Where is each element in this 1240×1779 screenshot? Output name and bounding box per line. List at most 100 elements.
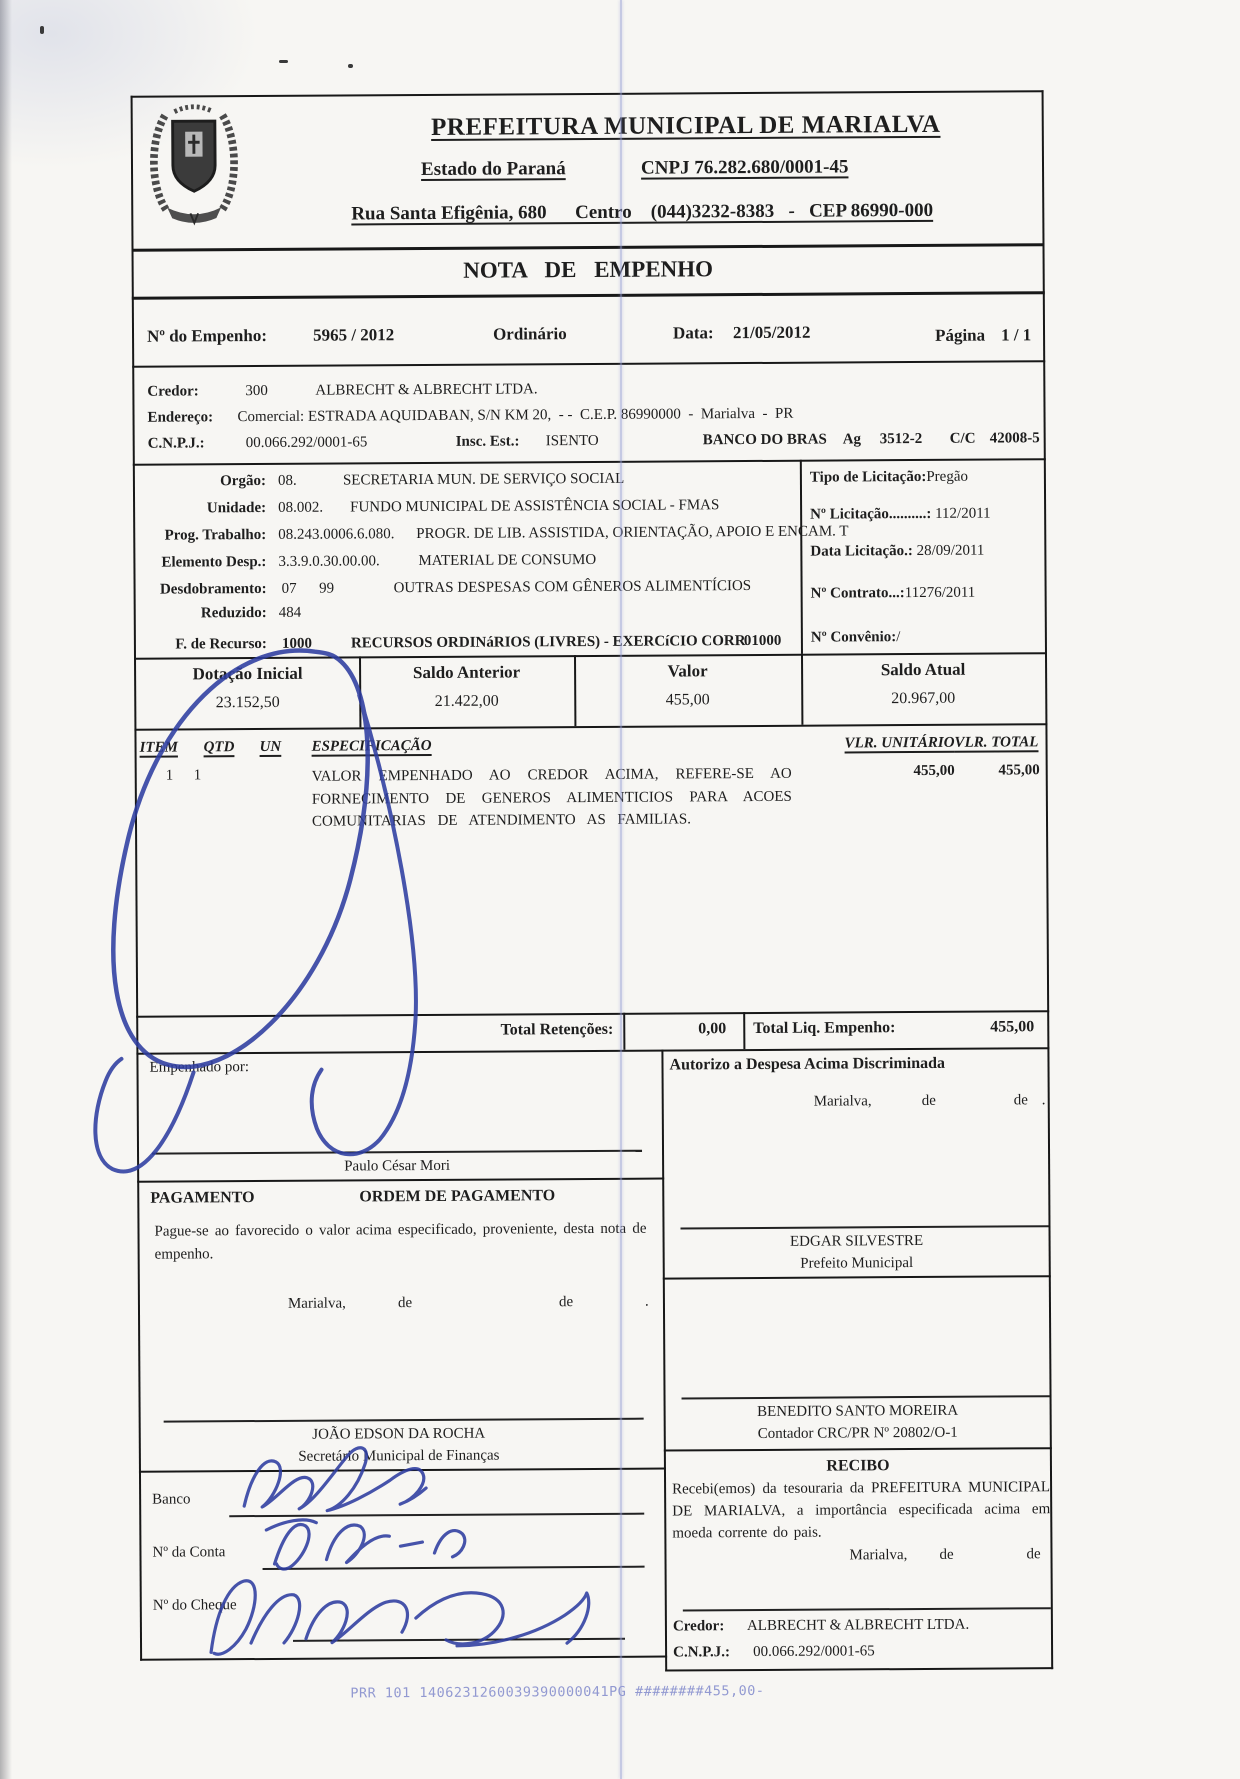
- page-value: 1 / 1: [1000, 325, 1032, 345]
- unidade-code: 08.002.: [278, 499, 324, 516]
- recibo-signature-line: [682, 1607, 1051, 1612]
- f-recurso-desc: RECURSOS ORDINáRIOS (LIVRES) - EXERCíCIO…: [350, 633, 746, 652]
- conta-field-label: Nº da Conta: [152, 1544, 226, 1561]
- conta-fill-line: [262, 1565, 645, 1571]
- autorizo-de1: de: [921, 1092, 936, 1109]
- item-number: 1: [165, 767, 174, 784]
- doc-top-border: [130, 90, 1044, 98]
- title-bar-bottom-border: [131, 291, 1045, 300]
- recibo-credor-value: ALBRECHT & ALBRECHT LTDA.: [746, 1616, 970, 1635]
- cheque-fill-line: [293, 1637, 626, 1642]
- empenho-number-value: 5965 / 2012: [312, 325, 395, 345]
- f-recurso-extra: 01000: [743, 632, 782, 650]
- item-vlr-total: 455,00: [998, 762, 1040, 779]
- total-retencoes-value: 0,00: [698, 1020, 727, 1038]
- contrato-label: Nº Contrato...:: [810, 585, 905, 602]
- dotacao-inicial-label: Dotação Inicial: [192, 663, 303, 684]
- finance-signature-line: [163, 1417, 644, 1423]
- col-header-vlr-total: VLR. TOTAL: [954, 734, 1039, 751]
- banco-fill-line: [229, 1512, 645, 1518]
- recibo-credor-label: Credor:: [672, 1618, 725, 1635]
- finance-signer-name: JOÃO EDSON DA ROCHA: [312, 1425, 486, 1443]
- left-box-bottom-border: [140, 1655, 668, 1661]
- elemento-desp-code: 3.3.9.0.30.00.00.: [278, 553, 380, 570]
- convenio-value: /: [896, 629, 901, 646]
- banco-field-label: Banco: [152, 1491, 191, 1508]
- state-label: Estado do Paraná: [420, 158, 566, 181]
- orgao-desc: SECRETARIA MUN. DE SERVIÇO SOCIAL: [342, 470, 625, 489]
- credor-name: ALBRECHT & ALBRECHT LTDA.: [315, 381, 538, 399]
- dot-matrix-print-line: PRR 101 1406231260039390000041PG #######…: [350, 1682, 765, 1702]
- prog-trabalho-label: Prog. Trabalho:: [164, 526, 267, 544]
- credor-code: 300: [245, 382, 268, 400]
- banco-name: BANCO DO BRAS: [702, 431, 827, 449]
- section-border: [132, 360, 1046, 368]
- page-label: Página: [934, 325, 986, 345]
- org-name-heading: PREFEITURA MUNICIPAL DE MARIALVA: [336, 109, 1036, 143]
- saldo-anterior-value: 21.422,00: [434, 692, 499, 710]
- data-licitacao-row: Data Licitação.: 28/09/2011: [810, 542, 984, 561]
- insc-label: Insc. Est.:: [455, 433, 520, 450]
- prefeito-signature-line: [680, 1225, 1049, 1230]
- num-licitacao-row: Nº Licitação..........: 112/2011: [810, 505, 991, 524]
- scan-speck: [348, 64, 353, 68]
- tipo-licitacao-row: Tipo de Licitação:Pregão: [810, 468, 968, 487]
- coat-of-arms-logo: [150, 104, 238, 226]
- contador-signature-line: [681, 1395, 1050, 1400]
- bottom-center-divider: [661, 1049, 668, 1672]
- title-bar-top-border: [131, 243, 1045, 252]
- saldo-atual-label: Saldo Atual: [880, 659, 966, 680]
- handwritten-cheque: [209, 1579, 591, 1656]
- date-value: 21/05/2012: [732, 322, 811, 343]
- pagamento-de2: de: [558, 1294, 574, 1311]
- recibo-body-text: Recebi(emos) da tesouraria da PREFEITURA…: [672, 1479, 1051, 1542]
- convenio-row: Nº Convênio:/: [811, 628, 901, 647]
- f-recurso-label: F. de Recurso:: [175, 635, 267, 653]
- cc-value: 42008-5: [989, 430, 1040, 447]
- section-border: [134, 652, 1047, 660]
- col-header-item: ITEM: [139, 739, 178, 756]
- col-header-vlr-unitario: VLR. UNITÁRIO: [844, 734, 955, 752]
- dotacao-inicial-value: 23.152,50: [215, 693, 280, 712]
- org-cnpj: CNPJ 76.282.680/0001-45: [640, 156, 849, 179]
- licitacao-column-divider: [799, 459, 803, 654]
- handwritten-conta: [264, 1518, 467, 1571]
- item-spec-text: VALOR EMPENHADO AO CREDOR ACIMA, REFERE-…: [311, 765, 792, 830]
- total-liq-label: Total Liq. Empenho:: [753, 1019, 896, 1038]
- elemento-desp-label: Elemento Desp.:: [161, 553, 267, 571]
- org-address: Rua Santa Efigênia, 680 Centro (044)3232…: [351, 199, 934, 225]
- paper-fold-line: [620, 0, 622, 1779]
- empenhado-signer-name: Paulo César Mori: [344, 1157, 451, 1175]
- reduzido-label: Reduzido:: [200, 604, 267, 622]
- right-box-bottom-border: [665, 1667, 1054, 1672]
- f-recurso-code: 1000: [281, 635, 312, 652]
- unidade-label: Unidade:: [206, 499, 267, 517]
- contador-role: Contador CRC/PR Nº 20802/O-1: [757, 1424, 958, 1442]
- totals-divider: [743, 1012, 746, 1050]
- cnpj-value: 00.066.292/0001-65: [245, 434, 368, 452]
- unidade-desc: FUNDO MUNICIPAL DE ASSISTÊNCIA SOCIAL - …: [350, 497, 720, 516]
- date-label: Data:: [672, 323, 714, 343]
- num-licitacao-label: Nº Licitação..........:: [810, 505, 936, 523]
- valor-value: 455,00: [665, 691, 710, 709]
- data-licitacao-value: 28/09/2011: [916, 542, 985, 559]
- recibo-cnpj-value: 00.066.292/0001-65: [753, 1643, 875, 1661]
- scan-speck: [40, 26, 44, 34]
- empenho-kind: Ordinário: [492, 324, 567, 344]
- recibo-de2: de: [1026, 1546, 1041, 1563]
- contador-name: BENEDITO SANTO MOREIRA: [757, 1402, 959, 1420]
- autorizo-de2: de: [1013, 1092, 1028, 1109]
- recibo-cnpj-label: C.N.P.J.:: [673, 1644, 731, 1661]
- insc-value: ISENTO: [545, 432, 599, 450]
- endereco-label: Endereço:: [147, 409, 214, 426]
- pen-stroke-tail: [309, 693, 418, 1157]
- desdobramento-label: Desdobramento:: [159, 580, 267, 598]
- right-section-border: [662, 1275, 1051, 1280]
- col-header-un: UN: [259, 738, 282, 756]
- pagamento-title: PAGAMENTO: [150, 1189, 255, 1207]
- doc-title-bar: NOTA DE EMPENHO: [132, 253, 1045, 286]
- tipo-licitacao-value: Pregão: [926, 468, 969, 485]
- saldo-anterior-label: Saldo Anterior: [412, 662, 521, 683]
- num-licitacao-value: 112/2011: [935, 505, 991, 522]
- autorizo-city: Marialva,: [813, 1093, 872, 1110]
